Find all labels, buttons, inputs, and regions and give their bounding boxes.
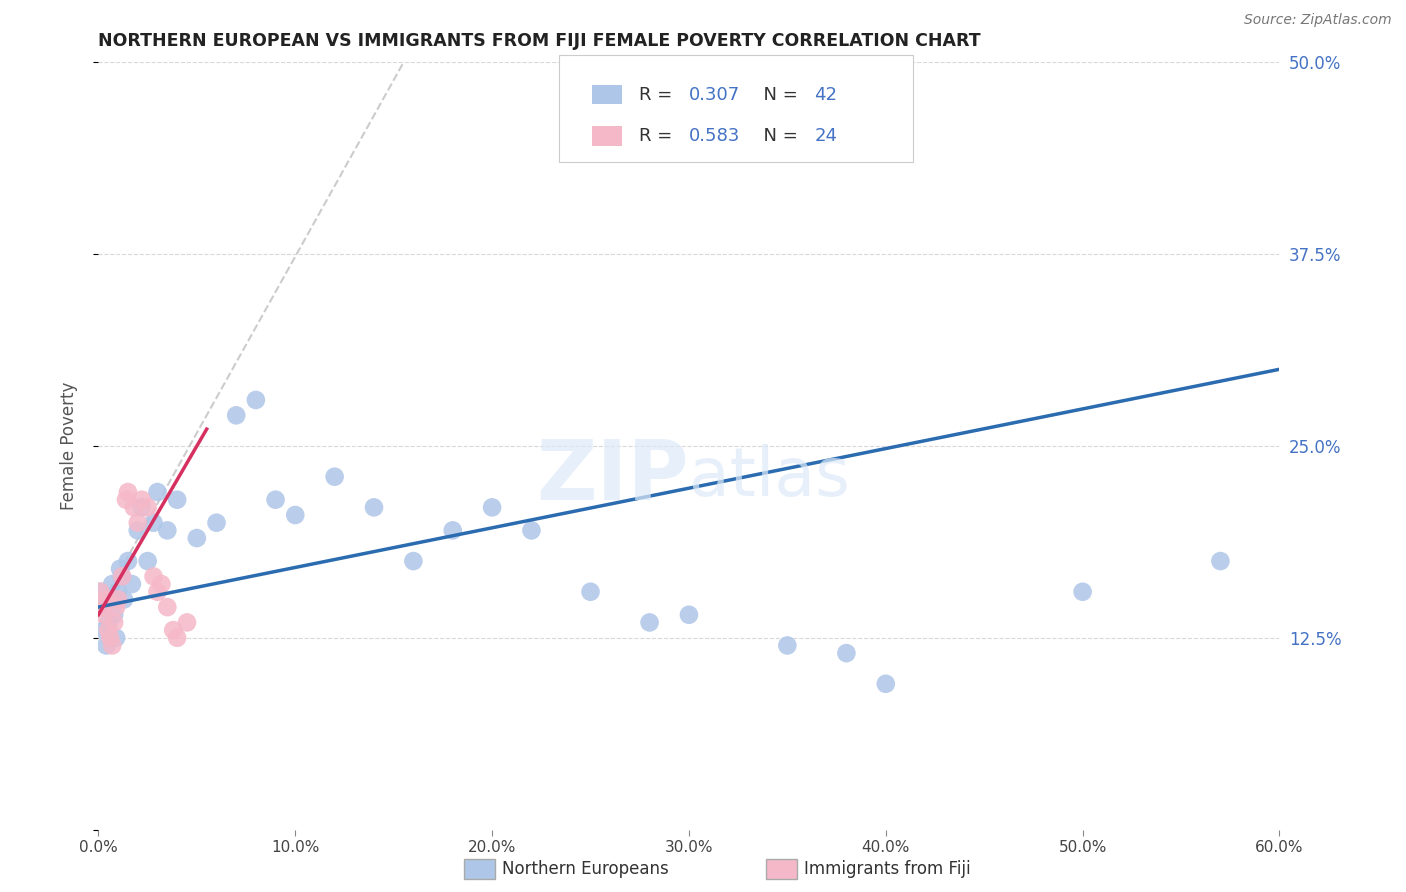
Text: ZIP: ZIP: [537, 436, 689, 517]
Point: [1209, 554, 1232, 568]
Point: [441, 524, 464, 538]
Point: [107, 592, 129, 607]
Point: [520, 524, 543, 538]
Point: [127, 524, 149, 538]
FancyBboxPatch shape: [560, 54, 914, 162]
Point: [117, 485, 139, 500]
Point: [89, 584, 111, 599]
Point: [678, 607, 700, 622]
Point: [166, 631, 188, 645]
Point: [127, 516, 149, 530]
Point: [101, 639, 124, 653]
Text: 0.307: 0.307: [689, 86, 740, 103]
FancyBboxPatch shape: [592, 85, 621, 104]
Point: [323, 469, 346, 483]
Point: [103, 607, 125, 622]
Point: [150, 577, 173, 591]
Text: Source: ZipAtlas.com: Source: ZipAtlas.com: [1244, 13, 1392, 28]
Point: [96, 639, 118, 653]
Point: [93, 607, 115, 622]
Text: N =: N =: [752, 86, 803, 103]
Point: [176, 615, 198, 630]
Point: [98, 592, 121, 607]
Text: R =: R =: [640, 86, 678, 103]
Point: [481, 500, 503, 515]
Text: Northern Europeans: Northern Europeans: [502, 860, 669, 878]
FancyBboxPatch shape: [592, 127, 621, 145]
Point: [186, 531, 208, 545]
Point: [776, 639, 799, 653]
Point: [136, 554, 159, 568]
Text: NORTHERN EUROPEAN VS IMMIGRANTS FROM FIJI FEMALE POVERTY CORRELATION CHART: NORTHERN EUROPEAN VS IMMIGRANTS FROM FIJ…: [98, 32, 981, 50]
Point: [284, 508, 307, 522]
Point: [105, 631, 128, 645]
Point: [166, 492, 188, 507]
Point: [89, 584, 111, 599]
Point: [156, 524, 179, 538]
Point: [835, 646, 858, 660]
Point: [96, 592, 118, 607]
Point: [111, 569, 134, 583]
Point: [131, 492, 153, 507]
Text: N =: N =: [752, 127, 803, 145]
Point: [875, 677, 897, 691]
Text: R =: R =: [640, 127, 678, 145]
Point: [121, 577, 143, 591]
Point: [205, 516, 228, 530]
Point: [264, 492, 287, 507]
Point: [111, 569, 134, 583]
Y-axis label: Female Poverty: Female Poverty: [59, 382, 77, 510]
Point: [136, 500, 159, 515]
Point: [93, 623, 115, 637]
Point: [363, 500, 385, 515]
Text: Immigrants from Fiji: Immigrants from Fiji: [804, 860, 972, 878]
Point: [156, 600, 179, 615]
Point: [91, 600, 114, 615]
Point: [225, 409, 247, 423]
Point: [142, 569, 165, 583]
Point: [146, 485, 169, 500]
Point: [115, 492, 138, 507]
Point: [122, 500, 145, 515]
Point: [638, 615, 661, 630]
Point: [117, 554, 139, 568]
Point: [97, 615, 120, 630]
Text: 0.583: 0.583: [689, 127, 741, 145]
Point: [103, 615, 125, 630]
Text: 42: 42: [814, 86, 837, 103]
Point: [245, 392, 267, 407]
Point: [142, 516, 165, 530]
Point: [146, 584, 169, 599]
Point: [98, 631, 121, 645]
Point: [91, 600, 114, 615]
Point: [101, 577, 124, 591]
Point: [162, 623, 184, 637]
Point: [97, 623, 120, 637]
Point: [402, 554, 425, 568]
Point: [579, 584, 602, 599]
Point: [108, 562, 131, 576]
Point: [105, 600, 128, 615]
Text: 24: 24: [814, 127, 837, 145]
Point: [107, 584, 129, 599]
Point: [1071, 584, 1094, 599]
Text: atlas: atlas: [689, 443, 849, 509]
Point: [112, 592, 135, 607]
Point: [131, 500, 153, 515]
